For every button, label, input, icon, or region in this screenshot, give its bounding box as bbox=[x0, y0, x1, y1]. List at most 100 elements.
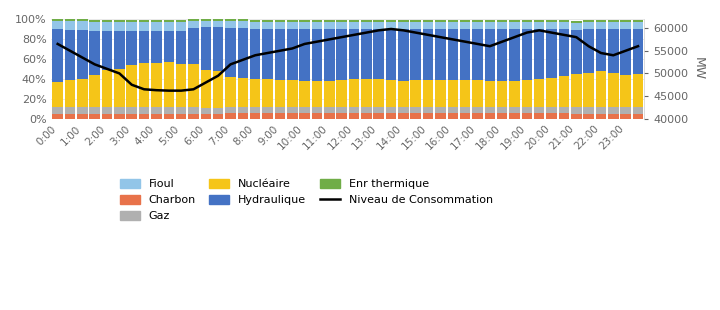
Bar bbox=[583, 107, 594, 114]
Bar bbox=[423, 20, 433, 22]
Bar bbox=[410, 29, 421, 80]
Bar bbox=[608, 73, 618, 107]
Bar bbox=[398, 107, 409, 113]
Bar bbox=[176, 64, 186, 107]
Bar bbox=[262, 107, 273, 113]
Bar bbox=[274, 113, 285, 119]
Bar bbox=[410, 113, 421, 119]
Bar bbox=[238, 107, 248, 113]
Bar bbox=[53, 19, 63, 21]
Bar bbox=[460, 107, 470, 113]
Bar bbox=[361, 29, 372, 79]
Bar bbox=[336, 20, 347, 22]
Bar bbox=[546, 20, 557, 22]
Bar bbox=[485, 20, 495, 22]
Bar bbox=[324, 20, 335, 22]
Bar bbox=[324, 29, 335, 81]
Bar bbox=[435, 29, 446, 80]
Bar bbox=[188, 107, 199, 114]
Bar bbox=[485, 29, 495, 81]
Bar bbox=[460, 20, 470, 22]
Bar bbox=[139, 31, 149, 63]
Bar bbox=[521, 20, 532, 22]
Bar bbox=[300, 113, 310, 119]
Bar bbox=[102, 22, 112, 31]
Bar bbox=[163, 107, 174, 114]
Bar bbox=[374, 29, 384, 79]
Bar bbox=[139, 20, 149, 22]
Bar bbox=[497, 29, 508, 81]
Bar bbox=[151, 114, 162, 119]
Bar bbox=[201, 19, 211, 21]
Bar bbox=[213, 114, 223, 119]
Bar bbox=[348, 79, 359, 107]
Bar bbox=[213, 21, 223, 27]
Bar bbox=[460, 113, 470, 119]
Bar bbox=[336, 113, 347, 119]
Bar bbox=[435, 80, 446, 107]
Bar bbox=[559, 20, 570, 22]
Bar bbox=[633, 22, 643, 29]
Bar bbox=[127, 107, 137, 114]
Bar bbox=[151, 31, 162, 63]
Bar bbox=[201, 21, 211, 27]
Bar bbox=[163, 114, 174, 119]
Bar bbox=[238, 21, 248, 28]
Bar bbox=[324, 113, 335, 119]
Bar bbox=[509, 22, 520, 29]
Bar bbox=[423, 29, 433, 80]
Bar bbox=[287, 80, 297, 107]
Bar bbox=[201, 70, 211, 108]
Bar bbox=[386, 29, 396, 80]
Bar bbox=[225, 113, 235, 119]
Bar bbox=[238, 19, 248, 21]
Bar bbox=[300, 20, 310, 22]
Bar bbox=[472, 29, 482, 80]
Bar bbox=[274, 80, 285, 107]
Y-axis label: MW: MW bbox=[692, 57, 705, 80]
Bar bbox=[410, 22, 421, 29]
Bar bbox=[559, 29, 570, 76]
Bar bbox=[485, 113, 495, 119]
Bar bbox=[139, 63, 149, 107]
Bar bbox=[361, 113, 372, 119]
Bar bbox=[521, 22, 532, 29]
Bar bbox=[89, 22, 100, 31]
Bar bbox=[571, 107, 582, 114]
Bar bbox=[608, 114, 618, 119]
Bar bbox=[361, 22, 372, 29]
Bar bbox=[151, 22, 162, 31]
Bar bbox=[583, 73, 594, 107]
Bar bbox=[89, 114, 100, 119]
Bar bbox=[398, 81, 409, 107]
Bar bbox=[300, 81, 310, 107]
Bar bbox=[374, 107, 384, 113]
Bar bbox=[176, 107, 186, 114]
Bar bbox=[287, 107, 297, 113]
Bar bbox=[571, 74, 582, 107]
Bar bbox=[571, 21, 582, 23]
Bar bbox=[201, 27, 211, 70]
Bar bbox=[53, 114, 63, 119]
Bar bbox=[435, 22, 446, 29]
Bar bbox=[65, 80, 76, 107]
Bar bbox=[398, 20, 409, 22]
Bar bbox=[621, 75, 631, 107]
Bar bbox=[509, 81, 520, 107]
Bar bbox=[386, 107, 396, 113]
Bar bbox=[114, 22, 125, 31]
Bar bbox=[77, 30, 88, 79]
Bar bbox=[410, 80, 421, 107]
Bar bbox=[348, 107, 359, 113]
Bar bbox=[583, 22, 594, 29]
Bar bbox=[361, 79, 372, 107]
Bar bbox=[472, 113, 482, 119]
Bar bbox=[398, 29, 409, 81]
Bar bbox=[65, 30, 76, 80]
Bar bbox=[176, 114, 186, 119]
Bar bbox=[559, 113, 570, 119]
Bar bbox=[374, 20, 384, 22]
Bar bbox=[262, 113, 273, 119]
Bar bbox=[546, 107, 557, 113]
Bar bbox=[127, 20, 137, 22]
